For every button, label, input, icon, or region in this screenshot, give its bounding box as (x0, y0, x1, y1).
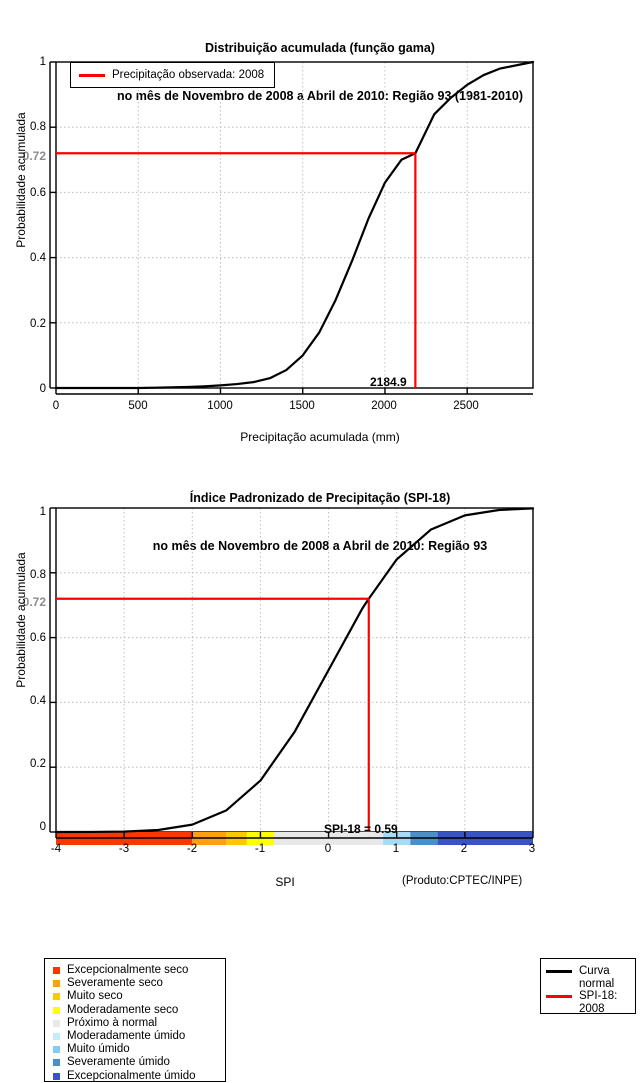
class-label: Severamente seco (67, 977, 163, 990)
top-yaxis-label: Probabilidade acumulada (14, 112, 28, 248)
top-ytick-0: 0 (39, 383, 46, 395)
curve-legend-label: SPI-18: 2008 (579, 990, 618, 1015)
top-observed-value-label: 2184.9 (370, 375, 407, 389)
class-color-swatch-icon (53, 1006, 60, 1014)
class-color-swatch-icon (53, 1033, 60, 1041)
top-ytick-1: 0.2 (30, 318, 46, 330)
bottom-xtick-0: -4 (50, 843, 62, 855)
curve-line-swatch-icon (546, 995, 572, 998)
class-label: Próximo à normal (67, 1016, 158, 1029)
spi-class-legend[interactable]: Excepcionalmente seco Severamente seco Mui… (44, 958, 226, 1082)
top-xtick-4: 2000 (371, 400, 397, 412)
gamma-cdf-plot (49, 60, 535, 395)
bottom-xtick-2: -2 (186, 843, 198, 855)
curve-legend-label: Curva normal (579, 965, 615, 990)
curve-line-swatch-icon (546, 970, 572, 973)
bottom-xtick-1: -3 (118, 843, 130, 855)
bottom-xtick-4: 0 (324, 843, 332, 855)
spi-cdf-plot (49, 507, 535, 845)
spi-class-row: Severamente úmido (53, 1056, 225, 1069)
class-color-swatch-icon (53, 967, 60, 975)
top-ytick-5: 1 (39, 56, 46, 68)
bottom-xtick-7: 3 (528, 843, 536, 855)
bottom-xaxis-label: SPI (275, 875, 295, 889)
top-title-line-1: Distribuição acumulada (função gama) (205, 41, 435, 55)
bottom-ytick-4: 0.8 (30, 569, 46, 581)
bottom-ytick-0: 0 (39, 821, 46, 833)
bottom-title-line-1: Índice Padronizado de Precipitação (SPI-… (189, 491, 451, 505)
top-xaxis-label: Precipitação acumulada (mm) (240, 430, 400, 444)
bottom-xtick-6: 2 (460, 843, 468, 855)
class-color-swatch-icon (53, 1072, 60, 1080)
producer-note: (Produto:CPTEC/INPE) (402, 875, 523, 887)
curve-legend-row: SPI-18: 2008 (546, 990, 635, 1015)
top-chart-legend[interactable]: Precipitação observada: 2008 (70, 62, 275, 88)
spi-panel: Índice Padronizado de Precipitação (SPI-… (0, 450, 640, 1082)
data-curve (54, 60, 535, 390)
top-xtick-3: 1500 (289, 400, 315, 412)
spi-curve-legend[interactable]: Curva normal SPI-18: 2008 (540, 958, 636, 1015)
class-label: Excepcionalmente seco (67, 964, 189, 977)
class-label: Excepcionalmente úmido (67, 1069, 196, 1082)
spi-class-row: Próximo à normal (53, 1017, 225, 1030)
spi-class-row: Excepcionalmente seco (53, 964, 225, 977)
legend-label-observed: Precipitação observada: 2008 (112, 68, 265, 81)
spi-class-row: Moderadamente seco (53, 1004, 225, 1017)
bottom-yaxis-label: Probabilidade acumulada (14, 552, 28, 688)
top-title-line-2: no mês de Novembro de 2008 a Abril de 20… (117, 89, 523, 103)
spi-class-row: Muito seco (53, 990, 225, 1003)
class-color-swatch-icon (53, 1046, 60, 1054)
red-line-swatch-icon (79, 73, 105, 77)
class-color-swatch-icon (53, 1059, 60, 1067)
top-xtick-1: 500 (128, 400, 148, 412)
legend-row-observed: Precipitação observada: 2008 (79, 69, 264, 82)
top-xtick-2: 1000 (207, 400, 233, 412)
spi-class-row: Excepcionalmente úmido (53, 1070, 225, 1083)
top-xtick-5: 2500 (453, 400, 479, 412)
top-highlight-y-label: 0.72 (22, 149, 46, 163)
gamma-cdf-panel: Distribuição acumulada (função gama) no … (0, 0, 640, 450)
spi-class-row: Moderadamente úmido (53, 1030, 225, 1043)
data-curve (54, 507, 535, 834)
class-color-swatch-icon (53, 1019, 60, 1027)
class-label: Muito seco (67, 990, 123, 1003)
bottom-ytick-1: 0.2 (30, 758, 46, 770)
bottom-xtick-5: 1 (392, 843, 400, 855)
top-ytick-3: 0.6 (30, 187, 46, 199)
class-color-swatch-icon (53, 980, 60, 988)
top-xtick-0: 0 (52, 400, 60, 412)
bottom-ytick-3: 0.6 (30, 632, 46, 644)
bottom-ytick-2: 0.4 (30, 695, 46, 707)
class-label: Muito úmido (67, 1043, 130, 1056)
curve-legend-row: Curva normal (546, 965, 635, 990)
class-label: Moderadamente seco (67, 1003, 179, 1016)
class-label: Moderadamente úmido (67, 1030, 186, 1043)
spi-class-row: Severamente seco (53, 977, 225, 990)
top-chart-title: Distribuição acumulada (função gama) no … (0, 8, 640, 136)
spi-value-annotation: SPI-18 = 0.59 (324, 822, 398, 836)
class-color-swatch-icon (53, 993, 60, 1001)
spi-class-row: Muito úmido (53, 1043, 225, 1056)
bottom-highlight-y-label: 0.72 (22, 595, 46, 609)
bottom-ytick-5: 1 (39, 506, 46, 518)
bottom-xtick-3: -1 (254, 843, 266, 855)
top-ytick-4: 0.8 (30, 121, 46, 133)
class-label: Severamente úmido (67, 1056, 170, 1069)
top-ytick-2: 0.4 (30, 252, 46, 264)
